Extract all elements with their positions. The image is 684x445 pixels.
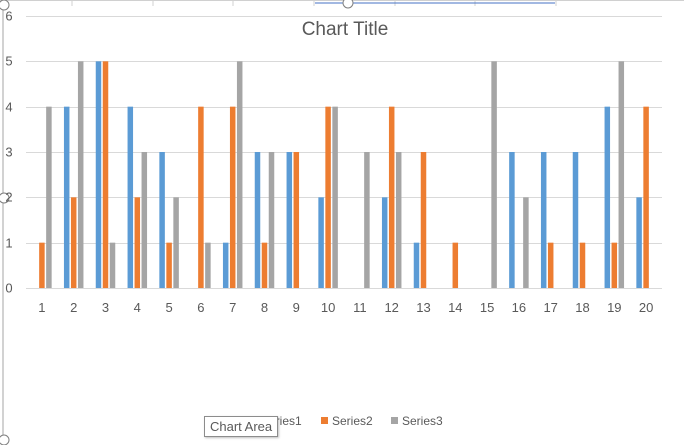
bar-series2-cat3[interactable] bbox=[102, 61, 109, 289]
x-tick-label: 4 bbox=[134, 300, 141, 315]
bar-series2-cat17[interactable] bbox=[547, 242, 554, 288]
x-tick-label: 16 bbox=[512, 300, 526, 315]
bar-series1-cat8[interactable] bbox=[254, 152, 261, 288]
bar-series1-cat18[interactable] bbox=[572, 152, 579, 288]
bar-series2-cat7[interactable] bbox=[229, 106, 236, 289]
x-tick-label: 6 bbox=[197, 300, 204, 315]
bar-series3-cat11[interactable] bbox=[364, 152, 370, 288]
bar-series3-cat12[interactable] bbox=[395, 152, 402, 288]
resize-handle-left[interactable] bbox=[0, 192, 10, 204]
y-tick-label: 6 bbox=[5, 9, 12, 24]
bar-series2-cat19[interactable] bbox=[611, 242, 618, 288]
y-tick-label: 3 bbox=[5, 145, 12, 160]
bar-series1-cat3[interactable] bbox=[95, 61, 102, 289]
bar-series2-cat6[interactable] bbox=[198, 106, 204, 289]
x-tick-label: 14 bbox=[448, 300, 462, 315]
x-tick-label: 3 bbox=[102, 300, 109, 315]
bar-series1-cat13[interactable] bbox=[413, 242, 420, 288]
bar-series3-cat19[interactable] bbox=[618, 61, 625, 289]
bar-series2-cat20[interactable] bbox=[643, 106, 649, 289]
x-tick-label: 17 bbox=[543, 300, 557, 315]
y-axis-labels: 0 1 2 3 4 5 6 bbox=[5, 9, 12, 296]
x-tick-label: 7 bbox=[229, 300, 236, 315]
y-tick-label: 0 bbox=[5, 281, 12, 296]
bar-series3-cat15[interactable] bbox=[491, 61, 497, 289]
bar-series2-cat4[interactable] bbox=[134, 197, 141, 288]
x-tick-label: 12 bbox=[384, 300, 398, 315]
plot-area[interactable] bbox=[39, 61, 649, 289]
bar-series3-cat16[interactable] bbox=[523, 197, 529, 288]
bar-series1-cat16[interactable] bbox=[509, 152, 515, 288]
bar-series3-cat10[interactable] bbox=[332, 106, 338, 289]
bar-series1-cat2[interactable] bbox=[63, 106, 70, 289]
bar-series2-cat14[interactable] bbox=[452, 242, 459, 288]
x-tick-label: 2 bbox=[70, 300, 77, 315]
bar-series1-cat19[interactable] bbox=[604, 106, 611, 289]
bar-series2-cat8[interactable] bbox=[261, 242, 268, 288]
bar-series3-cat1[interactable] bbox=[46, 106, 52, 289]
bar-series1-cat7[interactable] bbox=[222, 242, 229, 288]
y-tick-label: 2 bbox=[5, 190, 12, 205]
resize-handle-top-left[interactable] bbox=[0, 0, 10, 11]
bar-series1-cat20[interactable] bbox=[636, 197, 642, 288]
x-tick-label: 13 bbox=[416, 300, 430, 315]
legend-label: Series2 bbox=[332, 414, 373, 428]
bar-series1-cat5[interactable] bbox=[159, 152, 165, 288]
x-tick-label: 11 bbox=[353, 300, 367, 315]
bar-series1-cat17[interactable] bbox=[540, 152, 547, 288]
bar-series3-cat5[interactable] bbox=[173, 197, 179, 288]
bar-series1-cat4[interactable] bbox=[127, 106, 134, 289]
x-tick-label: 5 bbox=[165, 300, 172, 315]
bar-series3-cat4[interactable] bbox=[141, 152, 148, 288]
x-tick-label: 10 bbox=[321, 300, 335, 315]
bar-series2-cat5[interactable] bbox=[166, 242, 172, 288]
bar-series3-cat2[interactable] bbox=[77, 61, 84, 289]
legend-entry-2[interactable]: Series2 bbox=[321, 414, 373, 428]
bar-series2-cat12[interactable] bbox=[388, 106, 395, 289]
y-tick-label: 5 bbox=[5, 54, 12, 69]
legend[interactable]: Series1 Series2 Series3 bbox=[250, 414, 443, 428]
x-tick-label: 8 bbox=[261, 300, 268, 315]
x-tick-label: 9 bbox=[293, 300, 300, 315]
bar-series2-cat10[interactable] bbox=[325, 106, 331, 289]
chart-area-tooltip: Chart Area bbox=[204, 416, 279, 437]
legend-swatch bbox=[391, 417, 398, 424]
x-tick-label: 1 bbox=[38, 300, 45, 315]
resize-handle-bottom-left[interactable] bbox=[0, 434, 10, 445]
bar-series3-cat7[interactable] bbox=[236, 61, 243, 289]
bar-series2-cat9[interactable] bbox=[293, 152, 300, 288]
y-tick-label: 4 bbox=[5, 100, 12, 115]
bar-series1-cat9[interactable] bbox=[286, 152, 293, 288]
bar-series2-cat2[interactable] bbox=[70, 197, 77, 288]
bar-series1-cat12[interactable] bbox=[381, 197, 388, 288]
x-tick-label: 20 bbox=[639, 300, 653, 315]
x-tick-label: 15 bbox=[480, 300, 494, 315]
legend-swatch bbox=[321, 417, 328, 424]
y-tick-label: 1 bbox=[5, 236, 12, 251]
gridlines bbox=[26, 16, 662, 244]
bar-series2-cat1[interactable] bbox=[39, 242, 45, 288]
resize-handle-top[interactable] bbox=[342, 0, 354, 9]
bar-series3-cat8[interactable] bbox=[268, 152, 275, 288]
bar-series2-cat13[interactable] bbox=[420, 152, 427, 288]
x-tick-label: 19 bbox=[607, 300, 621, 315]
x-axis-labels: 1 2 3 4 5 6 7 8 9 10 11 12 13 14 15 16 17 18 19 20 bbox=[38, 300, 653, 315]
bar-series1-cat10[interactable] bbox=[318, 197, 324, 288]
legend-label: Series3 bbox=[402, 414, 443, 428]
x-tick-label: 18 bbox=[575, 300, 589, 315]
legend-entry-3[interactable]: Series3 bbox=[391, 414, 443, 428]
bar-series3-cat3[interactable] bbox=[109, 242, 116, 288]
chart-title[interactable]: Chart Title bbox=[302, 19, 389, 40]
bar-series2-cat18[interactable] bbox=[579, 242, 586, 288]
bar-series3-cat6[interactable] bbox=[205, 242, 211, 288]
sheet-cell-borders bbox=[0, 0, 684, 6]
